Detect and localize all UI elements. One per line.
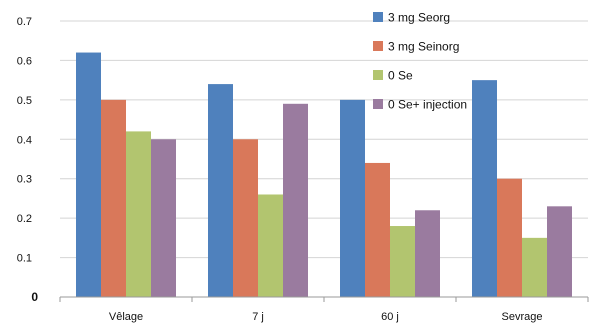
bars [76, 52, 572, 298]
legend-swatch [373, 41, 383, 51]
y-axis-ticks: 0 0.1 0.2 0.3 0.4 0.5 0.6 0.7 [17, 16, 39, 304]
y-tick-label: 0.5 [17, 95, 32, 107]
x-tick-label: Vêlage [109, 311, 143, 323]
x-tick-label: 7 j [252, 311, 264, 323]
legend-label: 0 Se+ injection [388, 98, 467, 112]
bar-0-se-2 [390, 226, 415, 297]
bar-0-se-injection-3 [547, 206, 572, 297]
x-axis-ticks: Vêlage 7 j 60 j Sevrage [59, 297, 589, 323]
y-tick-label: 0 [31, 290, 38, 304]
bar-0-se-injection-0 [151, 139, 176, 297]
bar-3-mg-seorg-3 [472, 80, 497, 298]
legend-label: 3 mg Seorg [388, 11, 450, 25]
bar-3-mg-seorg-2 [340, 99, 365, 297]
bar-0-se-injection-1 [283, 103, 308, 297]
y-tick-label: 0.3 [17, 174, 32, 186]
x-tick-label: Sevrage [502, 311, 543, 323]
legend-swatch [373, 70, 383, 80]
bar-3-mg-seinorg-0 [101, 99, 126, 297]
legend-label: 3 mg Seinorg [388, 40, 459, 54]
bar-3-mg-seinorg-2 [365, 162, 390, 297]
legend: 3 mg Seorg 3 mg Seinorg 0 Se 0 Se+ injectio… [373, 11, 467, 112]
y-tick-label: 0.4 [17, 134, 32, 146]
bar-0-se-1 [258, 194, 283, 297]
y-tick-label: 0.6 [17, 55, 32, 67]
y-tick-label: 0.7 [17, 16, 32, 28]
y-tick-label: 0.2 [17, 213, 32, 225]
bar-0-se-injection-2 [415, 210, 440, 297]
bar-3-mg-seinorg-3 [497, 178, 522, 297]
bar-3-mg-seinorg-1 [233, 139, 258, 297]
bar-3-mg-seorg-1 [208, 84, 233, 297]
bar-3-mg-seorg-0 [76, 52, 101, 297]
x-tick-label: 60 j [381, 311, 399, 323]
bar-0-se-0 [126, 131, 151, 297]
legend-swatch [373, 12, 383, 22]
legend-label: 0 Se [388, 69, 413, 83]
y-tick-label: 0.1 [17, 253, 32, 265]
legend-swatch [373, 99, 383, 109]
bar-0-se-3 [522, 237, 547, 297]
